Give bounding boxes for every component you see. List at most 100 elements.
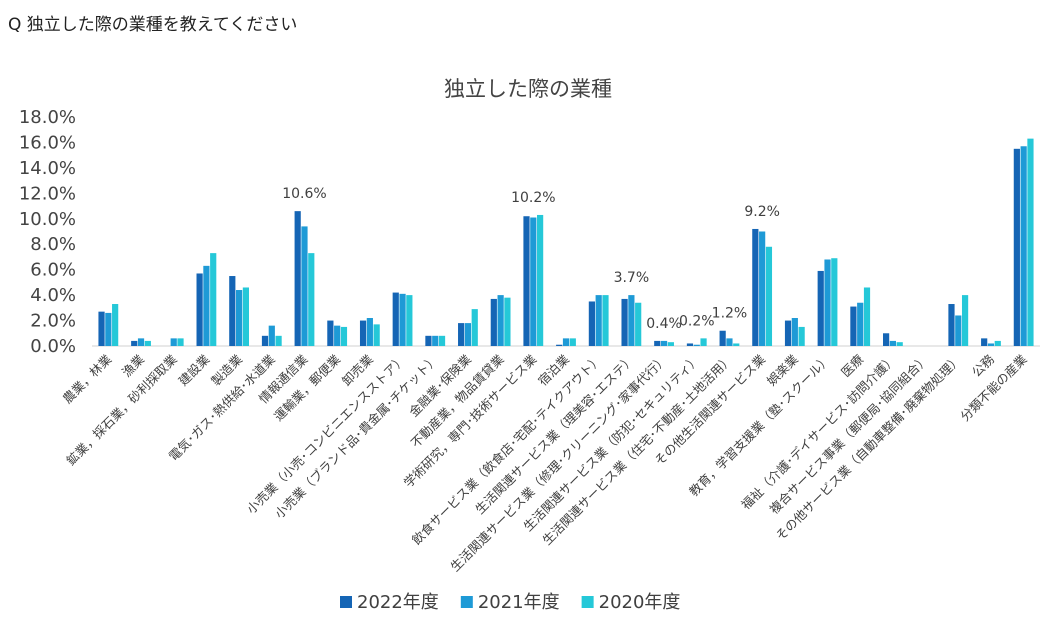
bar-2020年度 (471, 309, 478, 346)
bar-2022年度 (261, 335, 269, 346)
y-tick-label: 14.0% (19, 158, 76, 179)
bar-2021年度 (301, 226, 308, 346)
y-tick-label: 0.0% (30, 336, 76, 357)
y-tick-label: 4.0% (30, 285, 76, 306)
bar-2021年度 (857, 302, 864, 346)
data-label: 0.4% (646, 316, 682, 332)
bar-2021年度 (693, 344, 700, 346)
x-tick-label: 漁業 (119, 351, 148, 380)
bar-2020年度 (733, 343, 740, 346)
bar-2020年度 (112, 304, 119, 346)
bar-2022年度 (981, 338, 988, 346)
bar-2021年度 (987, 343, 995, 346)
bar-2020年度 (406, 295, 413, 346)
bar-2022年度 (1013, 148, 1020, 346)
bar-2021年度 (399, 293, 406, 346)
bar-2021年度 (889, 340, 896, 346)
bar-2022年度 (131, 340, 138, 346)
legend-label: 2020年度 (599, 592, 681, 613)
bar-2020年度 (765, 246, 773, 346)
bar-2022年度 (588, 301, 595, 346)
bar-2021年度 (497, 295, 504, 346)
bar-2021年度 (660, 340, 668, 346)
bar-2022年度 (196, 273, 203, 346)
y-tick-label: 6.0% (30, 260, 76, 281)
bar-2022年度 (98, 311, 105, 346)
question-title: Q 独立した際の業種を教えてください (8, 15, 298, 35)
x-tick-label: 建設業 (175, 351, 212, 388)
bar-2021年度 (955, 315, 962, 346)
data-labels: 10.6% 10.2% 3.7% 0.4%0.2%1.2% 9.2% (282, 186, 780, 332)
bar-2022年度 (654, 340, 661, 346)
bar-2021年度 (432, 335, 439, 346)
bar-2020年度 (210, 253, 217, 346)
bar-2021年度 (824, 259, 831, 346)
bar-2022年度 (490, 298, 497, 346)
legend-label: 2022年度 (357, 592, 439, 613)
data-label: 1.2% (712, 306, 748, 322)
bar-2020年度 (667, 342, 674, 346)
y-tick-label: 16.0% (19, 132, 76, 153)
bar-2022年度 (784, 320, 792, 346)
bar-2020年度 (961, 295, 969, 346)
y-tick-label: 8.0% (30, 234, 76, 255)
bar-2022年度 (817, 270, 824, 346)
bar-2022年度 (327, 320, 334, 346)
bar-2020年度 (602, 295, 609, 346)
bar-2022年度 (883, 333, 890, 346)
data-label: 9.2% (744, 204, 780, 220)
bar-2020年度 (1027, 138, 1034, 346)
bar-2021年度 (530, 217, 537, 346)
bar-2022年度 (686, 343, 694, 346)
bar-2020年度 (896, 342, 903, 346)
legend-swatch (340, 596, 352, 608)
data-label: 10.2% (511, 190, 555, 206)
bar-2020年度 (700, 338, 707, 346)
bar-2020年度 (340, 326, 348, 346)
bar-2022年度 (850, 306, 857, 346)
bar-2020年度 (438, 335, 446, 346)
bars-group (98, 138, 1034, 346)
bar-2022年度 (294, 211, 301, 346)
bar-2022年度 (556, 344, 563, 346)
legend-swatch (581, 596, 594, 608)
bar-2021年度 (726, 338, 733, 346)
bar-2020年度 (504, 297, 511, 346)
bar-2020年度 (635, 302, 642, 346)
y-tick-label: 10.0% (19, 209, 76, 230)
x-tick-label: 農業，林業 (60, 351, 115, 406)
bar-2021年度 (628, 295, 635, 346)
bar-2021年度 (1020, 146, 1027, 346)
bar-2020年度 (863, 287, 871, 346)
bar-2021年度 (464, 323, 472, 346)
bar-2020年度 (144, 340, 151, 346)
bar-2022年度 (621, 298, 628, 346)
x-tick-label: 医療 (838, 351, 867, 380)
bar-2020年度 (798, 326, 805, 346)
bar-2022年度 (948, 304, 955, 346)
legend: 2022年度 2021年度 2020年度 (340, 592, 680, 613)
bar-2020年度 (275, 335, 282, 346)
bar-2022年度 (752, 228, 759, 346)
bar-2022年度 (523, 216, 530, 346)
bar-2021年度 (366, 318, 373, 346)
bar-2021年度 (791, 318, 798, 346)
bar-2021年度 (562, 338, 570, 346)
bar-2021年度 (334, 325, 341, 346)
bar-2021年度 (595, 295, 602, 346)
bar-2020年度 (242, 287, 249, 346)
bar-2020年度 (177, 338, 184, 346)
y-tick-label: 2.0% (30, 311, 76, 332)
legend-label: 2021年度 (478, 592, 560, 613)
bar-2021年度 (170, 338, 177, 346)
bar-2021年度 (236, 290, 243, 346)
bar-2021年度 (268, 325, 275, 346)
bar-2022年度 (229, 276, 236, 346)
legend-swatch (460, 596, 473, 608)
bar-2020年度 (831, 258, 838, 346)
y-tick-label: 18.0% (19, 107, 76, 128)
bar-2021年度 (759, 231, 766, 346)
bar-2022年度 (458, 323, 465, 346)
bar-2020年度 (373, 324, 380, 346)
bar-2022年度 (719, 330, 726, 346)
